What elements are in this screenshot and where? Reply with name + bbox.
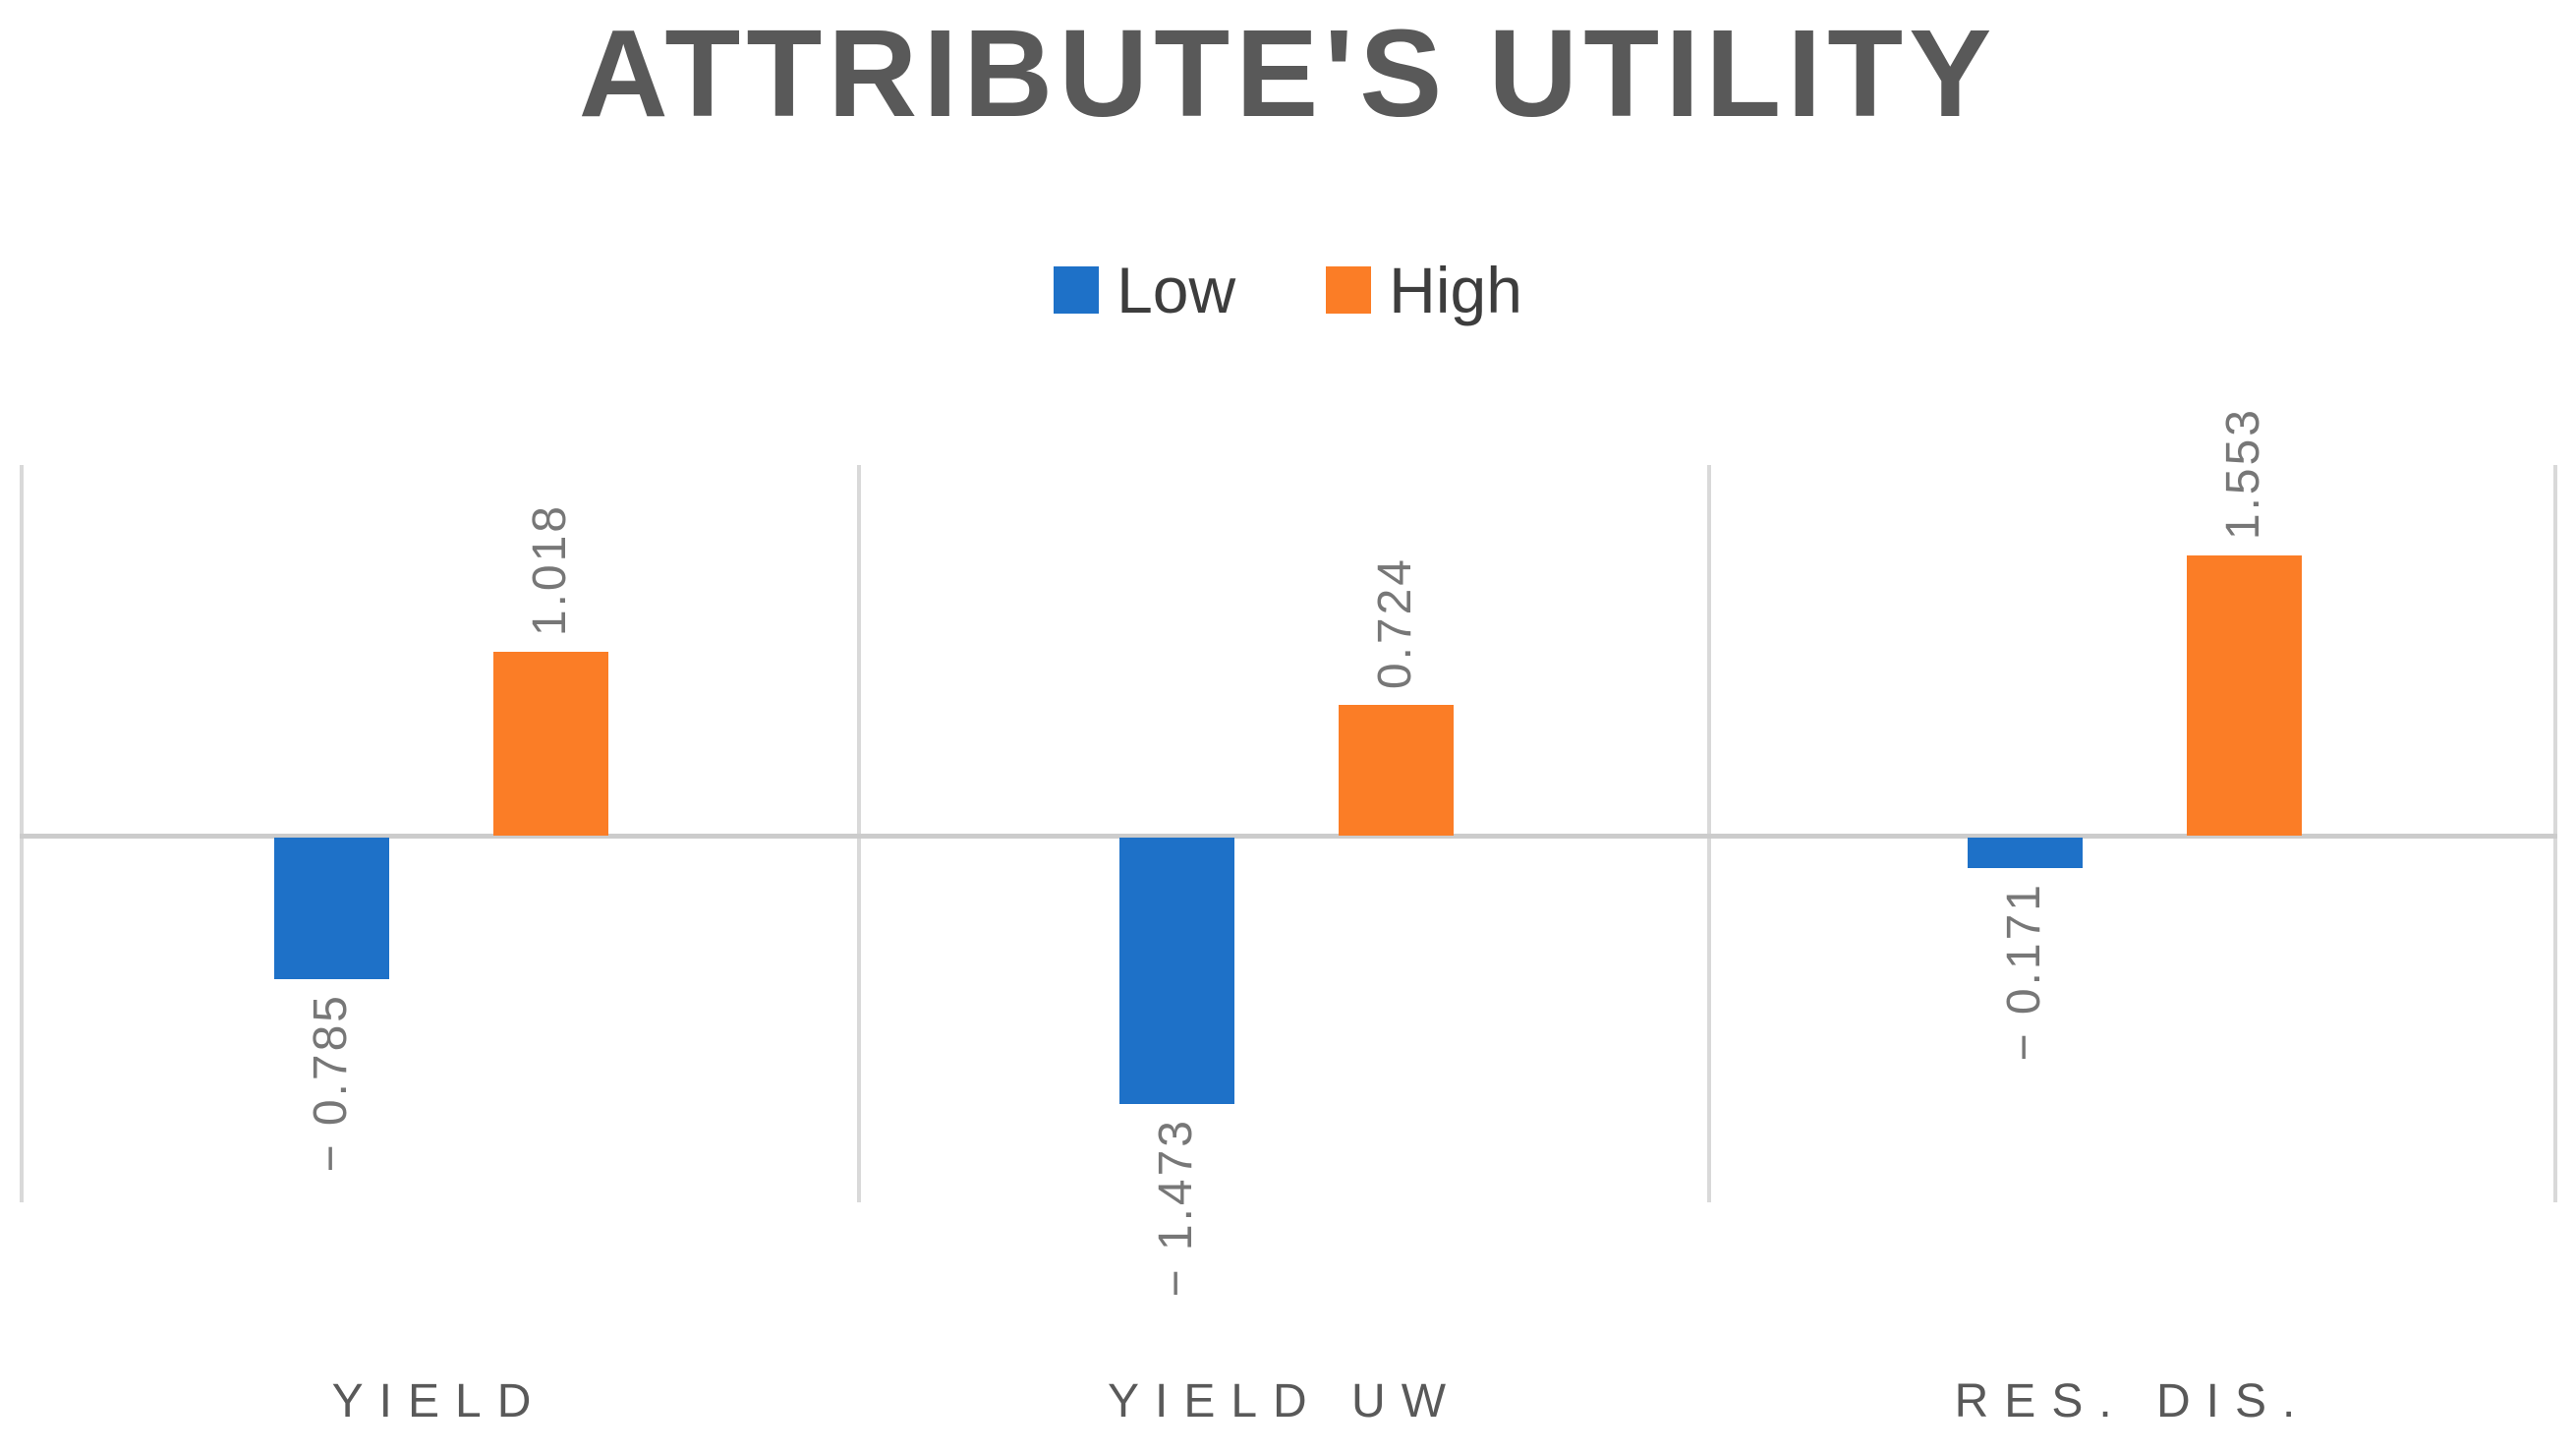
category-label-1: YIELD [331, 1375, 547, 1427]
bar-yield-low [273, 838, 389, 979]
bar-label-yield-low: − 0.785 [305, 993, 357, 1173]
chart-title: ATTRIBUTE'S UTILITY [578, 4, 1998, 143]
bar-res-dis-high [2186, 555, 2302, 836]
category-label-2: YIELD UW [1107, 1375, 1462, 1427]
legend-swatch-low-icon [1054, 266, 1100, 314]
legend: Low High [0, 258, 2576, 322]
bar-label-yield-high: 1.018 [524, 502, 576, 636]
category-label-3: RES. DIS. [1954, 1375, 2312, 1427]
legend-label-low: Low [1116, 254, 1236, 326]
legend-swatch-high-icon [1326, 266, 1372, 314]
bar-res-dis-low [1967, 838, 2083, 868]
legend-item-low: Low [1054, 258, 1235, 322]
bar-yield-high [492, 652, 608, 836]
bar-yield-uw-low [1118, 838, 1234, 1104]
bar-label-yield-uw-high: 0.724 [1369, 555, 1421, 689]
zero-axis-line [20, 834, 2557, 839]
bar-yield-uw-high [1338, 705, 1454, 836]
bar-label-res-dis-low: − 0.171 [1998, 882, 2050, 1062]
bar-label-yield-uw-low: − 1.473 [1150, 1118, 1202, 1298]
legend-item-high: High [1326, 258, 1522, 322]
bar-label-res-dis-high: 1.553 [2217, 406, 2269, 540]
legend-label-high: High [1389, 254, 1522, 326]
